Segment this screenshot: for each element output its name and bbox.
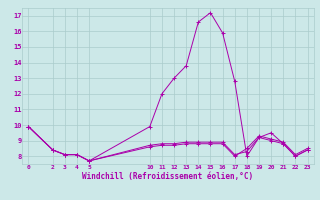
X-axis label: Windchill (Refroidissement éolien,°C): Windchill (Refroidissement éolien,°C) — [83, 172, 253, 181]
